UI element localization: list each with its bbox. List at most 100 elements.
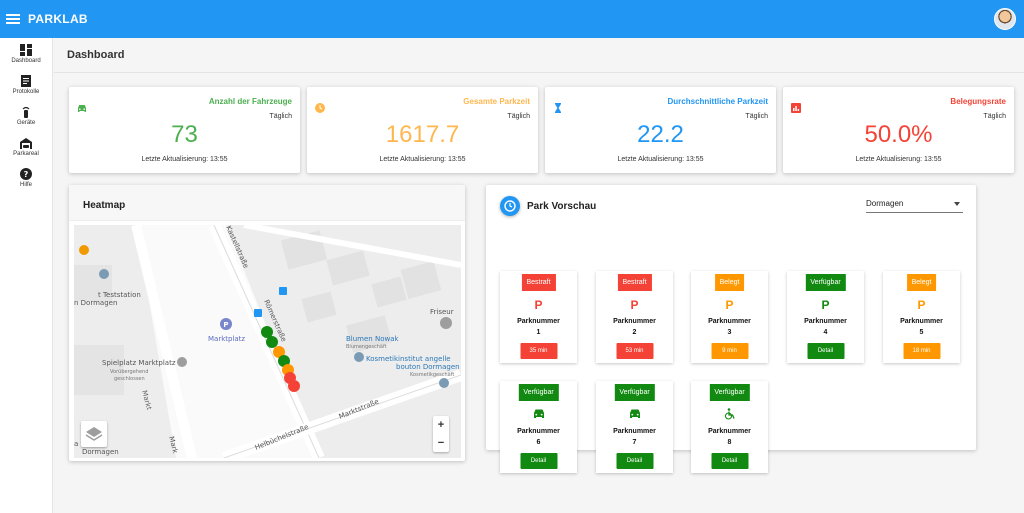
main-content: Dashboard Anzahl der Fahrzeuge Täglich 7… xyxy=(54,38,1024,513)
location-select[interactable]: Dormagen xyxy=(866,197,963,213)
slot-detail-button[interactable]: Detail xyxy=(616,453,653,469)
slot-status-badge: Belegt xyxy=(906,274,937,291)
map-canvas[interactable]: P t Teststation n Dormagen Marktplatz Sp… xyxy=(74,225,461,458)
slot-status-badge: Bestraft xyxy=(521,274,556,291)
svg-text:P: P xyxy=(223,321,228,329)
stat-title: Anzahl der Fahrzeuge xyxy=(208,97,292,106)
parking-slot-card: Bestraft P Parknummer 1 35 min xyxy=(500,271,577,363)
slot-duration-button[interactable]: 9 min xyxy=(711,343,748,359)
park-preview-card: Park Vorschau Dormagen Bestraft P Parknumm… xyxy=(486,185,976,473)
garage-icon xyxy=(20,137,32,149)
stat-update: Letzte Aktualisierung: 13:55 xyxy=(855,156,942,163)
heatmap-card: Heatmap xyxy=(69,185,465,461)
dashboard-icon xyxy=(20,43,32,56)
car-icon xyxy=(78,105,86,112)
map-label: Blumen Nowak xyxy=(346,335,400,343)
map-label: geschlossen xyxy=(114,376,145,382)
map-label: Friseur xyxy=(430,308,454,316)
stat-title: Gesamte Parkzeit xyxy=(463,97,530,106)
map-label: n Dormagen xyxy=(74,299,117,307)
map-label: Kosmetikgeschäft xyxy=(410,372,454,378)
sidebar-item-protokolle[interactable]: Protokolle xyxy=(0,69,52,100)
sidebar-item-dashboard[interactable]: Dashboard xyxy=(0,38,52,69)
stat-value: 1617.7 xyxy=(385,121,460,148)
slot-label: Parknummer xyxy=(517,428,560,435)
stat-value: 22.2 xyxy=(637,121,684,148)
slot-status-badge: Belegt xyxy=(714,274,745,291)
stat-update: Letzte Aktualisierung: 13:55 xyxy=(617,156,704,163)
slot-label: Parknummer xyxy=(804,318,847,325)
parking-slot-card: Belegt P Parknummer 5 18 min xyxy=(883,271,960,363)
slot-number: 6 xyxy=(536,439,541,446)
history-icon xyxy=(500,196,520,216)
sidebar-item-geraete[interactable]: Geräte xyxy=(0,100,52,131)
avatar[interactable] xyxy=(994,8,1016,30)
parking-slot-card: Verfügbar Parknummer 8 Detail xyxy=(691,381,768,473)
slot-duration-button[interactable]: 53 min xyxy=(616,343,653,359)
divider xyxy=(54,72,1024,73)
stat-card-avg-time: Durchschnittliche Parkzeit Täglich 22.2 … xyxy=(545,87,776,173)
slot-label: Parknummer xyxy=(613,428,656,435)
map-label: Dormagen xyxy=(82,448,119,456)
stat-card-vehicles: Anzahl der Fahrzeuge Täglich 73 Letzte A… xyxy=(69,87,300,173)
slot-number: 2 xyxy=(632,329,637,336)
slot-detail-button[interactable]: Detail xyxy=(520,453,557,469)
layers-icon xyxy=(85,427,103,441)
parking-slot-card: Verfügbar Parknummer 7 Detail xyxy=(596,381,673,473)
slot-number: 4 xyxy=(823,329,828,336)
zoom-control: + − xyxy=(433,416,449,452)
slot-label: Parknummer xyxy=(613,318,656,325)
parking-icon: P xyxy=(725,298,734,312)
parking-icon: P xyxy=(821,298,830,312)
parking-icon: P xyxy=(630,298,639,312)
slot-duration-button[interactable]: 18 min xyxy=(903,343,940,359)
parking-slot-card: Bestraft P Parknummer 2 53 min xyxy=(596,271,673,363)
park-preview-title: Park Vorschau xyxy=(527,201,597,212)
map-label: Spielplatz Marktplatz xyxy=(102,359,176,367)
sidebar-item-parkareal[interactable]: Parkareal xyxy=(0,131,52,162)
zoom-in-button[interactable]: + xyxy=(437,419,445,431)
stat-value: 50.0% xyxy=(864,121,933,148)
stat-card-total-time: Gesamte Parkzeit Täglich 1617.7 Letzte A… xyxy=(307,87,538,173)
slot-number: 1 xyxy=(536,329,541,336)
sidebar-label: Geräte xyxy=(16,119,36,126)
parking-slot-card: Belegt P Parknummer 3 9 min xyxy=(691,271,768,363)
stat-period: Täglich xyxy=(983,113,1006,120)
sensor-icon xyxy=(22,106,30,118)
slot-number: 3 xyxy=(727,329,732,336)
stat-update: Letzte Aktualisierung: 13:55 xyxy=(379,156,466,163)
document-icon xyxy=(21,74,31,87)
slot-detail-button[interactable]: Detail xyxy=(711,453,748,469)
help-icon: ? xyxy=(20,167,32,180)
slot-detail-button[interactable]: Detail xyxy=(807,343,844,359)
map-label: Kosmetikinstitut angelle xyxy=(366,355,451,363)
slot-label: Parknummer xyxy=(708,428,751,435)
sidebar-item-hilfe[interactable]: ? Hilfe xyxy=(0,162,52,193)
stat-title: Belegungsrate xyxy=(950,97,1006,106)
parking-slot-card: Verfügbar Parknummer 6 Detail xyxy=(500,381,577,473)
wheelchair-icon xyxy=(691,408,768,423)
slot-number: 8 xyxy=(727,439,732,446)
heatmap-header: Heatmap xyxy=(69,185,465,221)
zoom-out-button[interactable]: − xyxy=(437,437,445,449)
slot-duration-button[interactable]: 35 min xyxy=(520,343,557,359)
car-icon xyxy=(500,408,577,422)
stat-period: Täglich xyxy=(745,113,768,120)
hourglass-icon xyxy=(555,103,561,113)
bar-chart-icon xyxy=(791,103,801,113)
slot-label: Parknummer xyxy=(900,318,943,325)
menu-icon[interactable] xyxy=(6,14,20,24)
slot-number: 7 xyxy=(632,439,637,446)
car-icon xyxy=(596,408,673,422)
heatmap-map[interactable]: P t Teststation n Dormagen Marktplatz Sp… xyxy=(74,225,461,458)
map-label: Vorübergehend xyxy=(110,369,148,375)
map-label: bouton Dormagen xyxy=(396,363,460,371)
stat-value: 73 xyxy=(171,121,198,148)
layers-button[interactable] xyxy=(81,421,107,447)
slot-label: Parknummer xyxy=(517,318,560,325)
parking-icon: P xyxy=(917,298,926,312)
slot-status-badge: Verfügbar xyxy=(518,384,559,401)
parking-slot-card: Verfügbar P Parknummer 4 Detail xyxy=(787,271,864,363)
page-title: Dashboard xyxy=(67,49,125,61)
slot-label: Parknummer xyxy=(708,318,751,325)
